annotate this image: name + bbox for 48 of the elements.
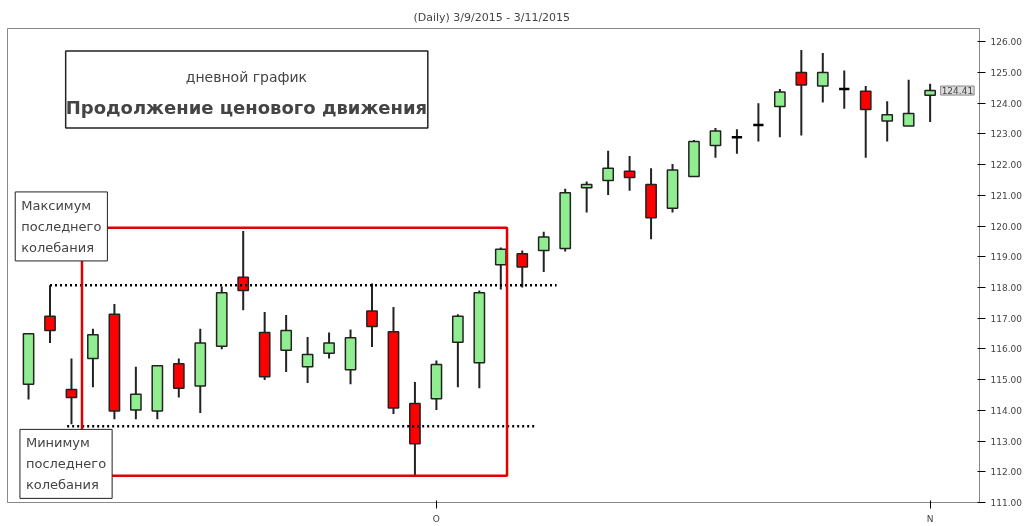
- candlestick: [924, 82, 937, 123]
- y-tick-label: 119.00: [990, 252, 1023, 263]
- y-tick-label: 124.00: [990, 98, 1023, 109]
- candlestick: [280, 314, 293, 373]
- annotation: Продолжение ценового движения: [65, 96, 428, 118]
- candlestick: [537, 230, 550, 274]
- candlestick: [301, 335, 314, 384]
- annotation: дневной график: [185, 68, 308, 85]
- candlestick: [87, 327, 99, 389]
- y-tick-label: 117.00: [990, 313, 1023, 324]
- candlestick: [602, 149, 615, 196]
- y-tick-label: 118.00: [990, 282, 1023, 293]
- y-tick-label: 114.00: [990, 405, 1023, 416]
- y-tick-label: 120.00: [990, 221, 1023, 232]
- y-tick-label: 112.00: [990, 467, 1023, 478]
- candlestick: [795, 49, 808, 137]
- y-tick-label: 123.00: [990, 129, 1023, 140]
- y-tick-label: 122.00: [990, 160, 1023, 171]
- candlestick: [751, 102, 765, 143]
- candlestick: [881, 100, 894, 143]
- y-tick-label: 111.00: [990, 498, 1023, 508]
- chart-title: (Daily) 3/9/2015 - 3/11/2015: [413, 10, 571, 24]
- candlestick: [323, 331, 335, 360]
- candlestick: [837, 69, 851, 110]
- candlestick: [44, 284, 56, 345]
- y-tick-label: 125.00: [990, 67, 1023, 78]
- candlestick: [709, 127, 722, 159]
- candlestick: [580, 180, 593, 214]
- text: 124.41: [941, 86, 974, 97]
- candlestick: [730, 128, 744, 155]
- candlestick: [129, 365, 142, 421]
- candlestick: [816, 52, 829, 104]
- ref-line-label: Максимум последнего колебания: [21, 197, 102, 255]
- candlestick: [237, 229, 250, 312]
- y-tick-label: 115.00: [990, 375, 1023, 386]
- y-tick-label: 113.00: [990, 436, 1023, 447]
- candlestick: [516, 249, 529, 289]
- ref-line-label: Минимум последнего колебания: [25, 435, 107, 493]
- candlestick: [773, 88, 786, 139]
- x-tick-label: O: [432, 513, 440, 524]
- y-tick-label: 116.00: [990, 344, 1023, 355]
- candlestick: [366, 282, 378, 349]
- candlestick: [65, 357, 78, 426]
- y-tick-label: 126.00: [990, 37, 1023, 48]
- candlestick: [902, 78, 915, 127]
- candlestick: [859, 84, 872, 159]
- x-tick-label: N: [926, 513, 934, 524]
- y-tick-label: 121.00: [990, 190, 1023, 201]
